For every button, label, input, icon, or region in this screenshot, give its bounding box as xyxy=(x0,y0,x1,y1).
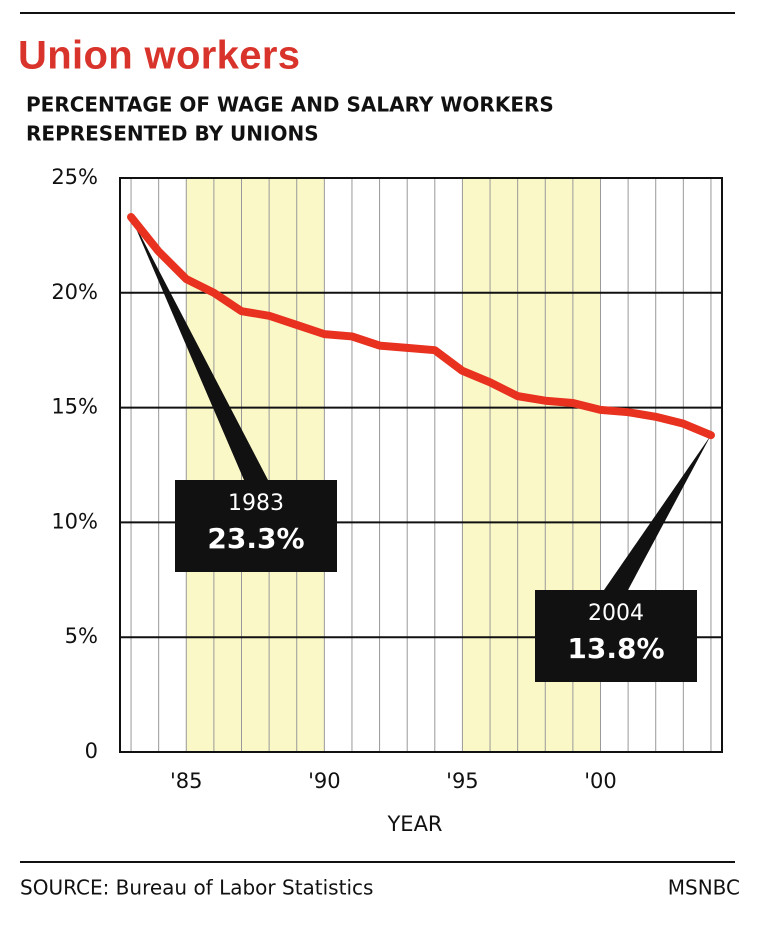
x-tick-label: '90 xyxy=(308,769,341,793)
callout-value: 23.3% xyxy=(207,522,304,555)
credit: MSNBC xyxy=(668,876,740,900)
callout-pointer xyxy=(604,435,711,590)
y-tick-label: 15% xyxy=(51,395,98,419)
y-tick-label: 25% xyxy=(51,165,98,189)
x-tick-label: '95 xyxy=(446,769,479,793)
chart-title: Union workers xyxy=(18,34,300,78)
y-tick-label: 0 xyxy=(85,739,98,763)
callout-pointer xyxy=(131,217,268,481)
x-tick-label: '85 xyxy=(170,769,203,793)
x-axis-label: YEAR xyxy=(386,812,442,836)
plot-frame xyxy=(119,177,723,753)
callout-year: 2004 xyxy=(588,601,644,626)
y-tick-label: 10% xyxy=(51,509,98,533)
subtitle: PERCENTAGE OF WAGE AND SALARY WORKERS xyxy=(26,93,554,117)
source: SOURCE: Bureau of Labor Statistics xyxy=(20,876,373,900)
data-line xyxy=(127,213,715,440)
y-tick-label: 20% xyxy=(51,280,98,304)
callout-value: 13.8% xyxy=(567,632,664,665)
y-tick-label: 5% xyxy=(65,624,98,648)
callout-box xyxy=(175,480,337,572)
callout-box xyxy=(535,590,697,682)
x-tick-label: '00 xyxy=(584,769,617,793)
subtitle: REPRESENTED BY UNIONS xyxy=(26,122,319,146)
callout-year: 1983 xyxy=(228,491,284,516)
